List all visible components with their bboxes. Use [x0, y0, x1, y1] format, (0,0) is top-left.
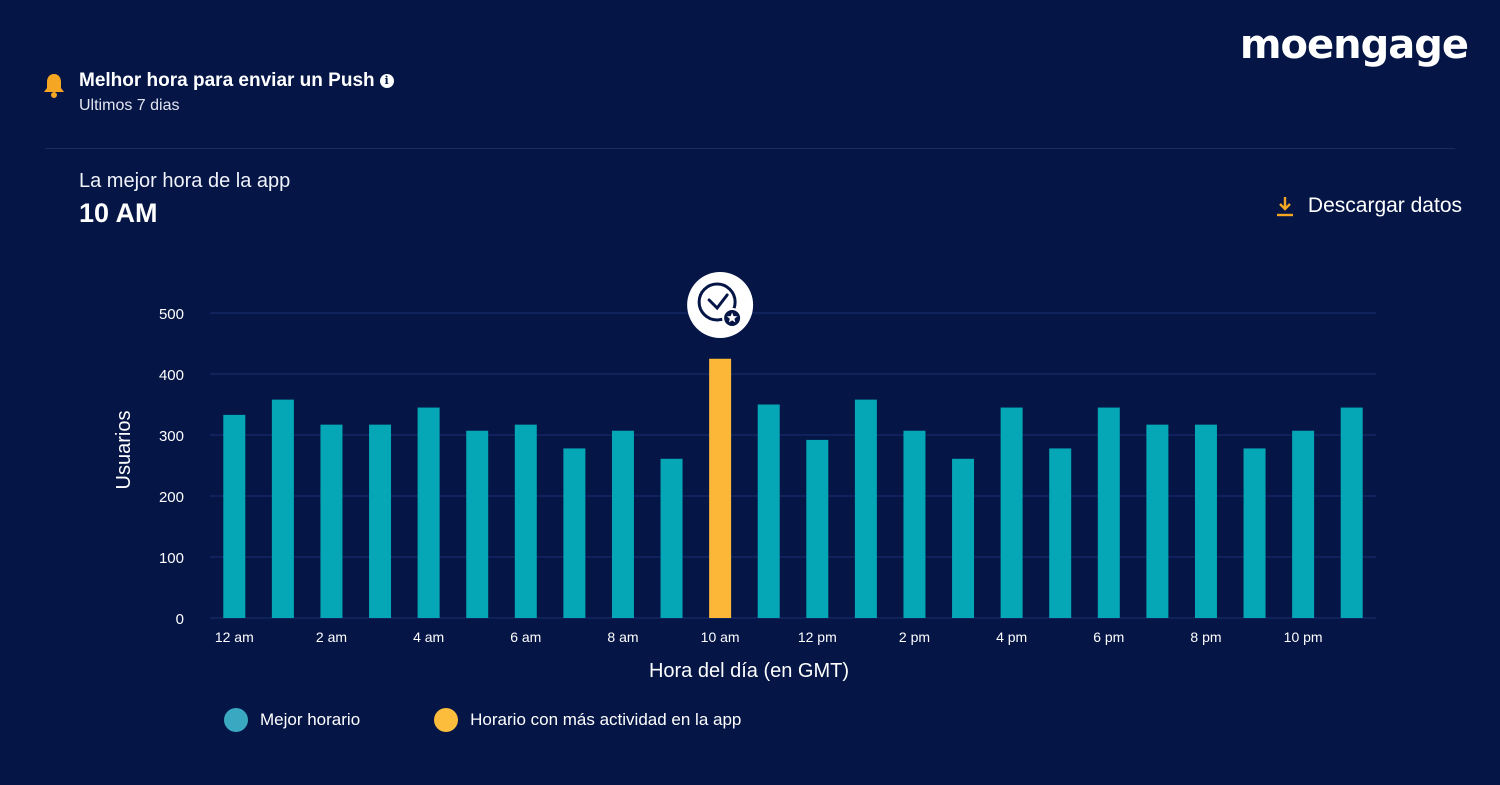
bar [1292, 430, 1315, 618]
bar [1146, 424, 1169, 618]
bar [660, 458, 683, 618]
card-title: Melhor hora para enviar un Push [79, 70, 375, 91]
bar [854, 399, 877, 618]
y-axis-label: Usuarios [113, 411, 135, 490]
best-time-value: 10 AM [79, 198, 158, 228]
x-tick-label: 12 am [215, 629, 254, 645]
x-tick-label: 6 pm [1093, 629, 1124, 645]
bar [806, 439, 829, 618]
y-tick-label: 500 [159, 306, 184, 323]
bar [223, 414, 246, 618]
legend-item-best: Mejor horario [224, 708, 360, 732]
x-tick-label: 6 am [510, 629, 541, 645]
divider [45, 148, 1455, 149]
x-tick-label: 12 pm [798, 629, 837, 645]
bar [1049, 448, 1072, 618]
y-tick-label: 400 [159, 367, 184, 384]
y-tick-label: 200 [159, 489, 184, 506]
bar [369, 424, 392, 618]
bar [1243, 448, 1266, 618]
x-axis-label: Hora del día (en GMT) [649, 660, 849, 682]
bar [1097, 407, 1120, 618]
bar [903, 430, 926, 618]
legend-label-peak: Horario con más actividad en la app [470, 710, 742, 729]
legend-label-best: Mejor horario [260, 710, 361, 729]
best-time-label: La mejor hora de la app [79, 170, 291, 192]
x-tick-label: 10 am [701, 629, 740, 645]
download-label: Descargar datos [1307, 194, 1462, 217]
bar-highlight [709, 358, 732, 618]
x-tick-label: 8 am [607, 629, 638, 645]
brand-logo: moengage [1239, 22, 1469, 68]
x-tick-label: 2 am [316, 629, 347, 645]
bar-chart: 0 100 200 300 400 500 12 am 2 am 4 am 6 am 8 am 10 … [113, 272, 1376, 682]
bar [952, 458, 975, 618]
bar [514, 424, 537, 618]
download-data-button[interactable]: Descargar datos [1275, 194, 1462, 218]
legend-swatch-teal [224, 708, 248, 732]
y-tick-label: 300 [159, 428, 184, 445]
card-header: Melhor hora para enviar un Push i Ultimo… [42, 70, 394, 115]
x-tick-label: 10 pm [1284, 629, 1323, 645]
bar [417, 407, 440, 618]
bell-icon [44, 74, 64, 98]
legend-swatch-yellow [434, 708, 459, 732]
legend-item-peak: Horario con más actividad en la app [434, 708, 741, 732]
x-tick-label: 4 am [413, 629, 444, 645]
bar [271, 399, 294, 618]
download-icon [1276, 197, 1293, 217]
x-tick-label: 8 pm [1190, 629, 1221, 645]
bar [1340, 407, 1363, 618]
bar [1194, 424, 1217, 618]
clock-star-icon [687, 272, 754, 338]
y-tick-label: 0 [176, 611, 184, 628]
bar [611, 430, 634, 618]
card-subtitle: Ultimos 7 dias [79, 97, 180, 114]
y-tick-label: 100 [159, 550, 184, 567]
x-tick-label: 2 pm [899, 629, 930, 645]
bar [757, 404, 780, 618]
info-icon[interactable]: i [379, 74, 394, 88]
x-tick-label: 4 pm [996, 629, 1027, 645]
bar [466, 430, 489, 618]
bar [1000, 407, 1023, 618]
chart-legend: Mejor horario Horario con más actividad … [224, 708, 815, 732]
bar [563, 448, 586, 618]
bar [320, 424, 343, 618]
